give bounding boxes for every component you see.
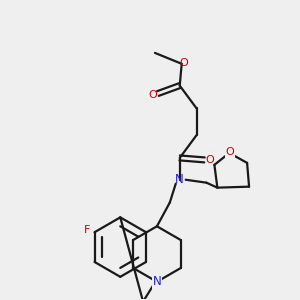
Text: O: O <box>226 147 235 157</box>
Text: O: O <box>205 155 214 165</box>
Text: O: O <box>148 89 157 100</box>
Text: O: O <box>179 58 188 68</box>
Text: N: N <box>153 275 161 288</box>
Text: N: N <box>175 173 184 186</box>
Text: F: F <box>83 225 90 235</box>
